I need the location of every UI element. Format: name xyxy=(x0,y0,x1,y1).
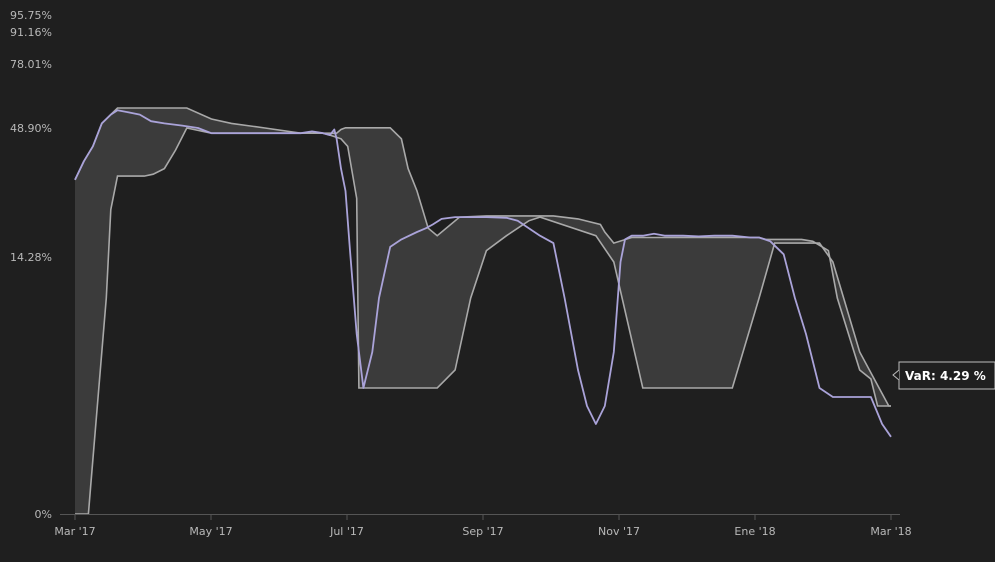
band-area xyxy=(75,108,891,514)
axis-layer: Mar '17 May '17 Jul '17 Sep '17 Nov '17 Ene '… xyxy=(10,9,912,538)
y-tick-label: 0% xyxy=(35,508,52,521)
upper-band-line xyxy=(74,107,891,407)
lower-band-line xyxy=(75,127,891,515)
x-tick-label: Nov '17 xyxy=(598,525,640,538)
x-tick-label: Jul '17 xyxy=(329,525,364,538)
x-tick-label: May '17 xyxy=(189,525,232,538)
x-tick-label: Mar '17 xyxy=(54,525,95,538)
y-tick-label: 91.16% xyxy=(10,26,52,39)
y-tick-label: 95.75% xyxy=(10,9,52,22)
var-line xyxy=(74,109,892,438)
y-tick-label: 78.01% xyxy=(10,58,52,71)
y-tick-label: 48.90% xyxy=(10,122,52,135)
x-tick-label: Sep '17 xyxy=(462,525,503,538)
x-tick-label: Ene '18 xyxy=(734,525,775,538)
tooltip-pointer xyxy=(892,369,900,381)
var-tooltip: VaR: 4.29 % xyxy=(892,361,995,390)
tooltip-label: VaR: 4.29 % xyxy=(905,369,986,383)
tooltip-box xyxy=(898,361,995,390)
line-layer xyxy=(74,109,892,438)
y-tick-label: 14.28% xyxy=(10,251,52,264)
band-layer xyxy=(74,107,891,515)
x-tick-label: Mar '18 xyxy=(870,525,911,538)
